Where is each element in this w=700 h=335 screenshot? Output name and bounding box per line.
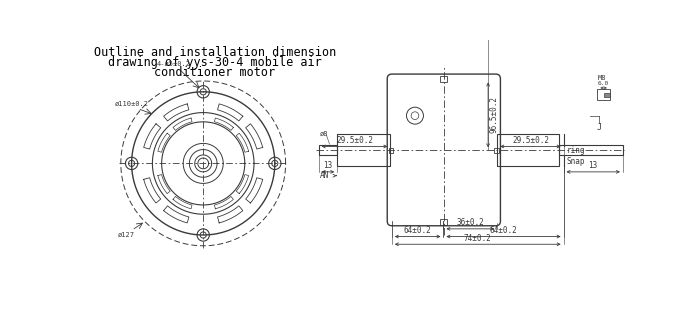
Text: 74±0.2: 74±0.2 bbox=[464, 234, 491, 243]
Bar bbox=[598, 89, 610, 100]
Bar bbox=[494, 148, 499, 153]
Text: 64±0.2: 64±0.2 bbox=[404, 226, 431, 235]
Text: J: J bbox=[596, 123, 601, 132]
Bar bbox=[318, 145, 337, 155]
Text: drawing of yys-30-4 mobile air: drawing of yys-30-4 mobile air bbox=[108, 56, 321, 69]
Text: ø127: ø127 bbox=[118, 232, 135, 238]
Text: conditioner motor: conditioner motor bbox=[154, 66, 275, 79]
Bar bbox=[559, 145, 623, 155]
Text: 13: 13 bbox=[589, 161, 598, 170]
Bar bbox=[440, 219, 447, 225]
Bar bbox=[389, 148, 393, 153]
Bar bbox=[440, 76, 447, 82]
Text: Snap: Snap bbox=[567, 156, 585, 165]
Text: AN: AN bbox=[321, 171, 330, 180]
Text: 96.5±0.2: 96.5±0.2 bbox=[490, 96, 498, 133]
Text: 4-ø5±0.2: 4-ø5±0.2 bbox=[157, 61, 191, 67]
Text: 29.5±0.2: 29.5±0.2 bbox=[336, 136, 373, 145]
Text: ø8: ø8 bbox=[321, 130, 329, 136]
Text: Outline and installation dimension: Outline and installation dimension bbox=[94, 46, 336, 59]
Text: 29.5±0.2: 29.5±0.2 bbox=[512, 136, 549, 145]
Text: M8: M8 bbox=[598, 75, 606, 81]
Text: 6.0: 6.0 bbox=[598, 81, 609, 86]
Text: ø110±0.2: ø110±0.2 bbox=[115, 101, 148, 107]
Bar bbox=[337, 134, 391, 166]
Text: 36±0.2: 36±0.2 bbox=[456, 218, 484, 227]
Bar bbox=[603, 92, 610, 97]
Text: 64±0.2: 64±0.2 bbox=[489, 226, 517, 235]
Bar bbox=[497, 134, 559, 166]
Text: ring: ring bbox=[567, 146, 585, 155]
Text: 13: 13 bbox=[323, 161, 332, 170]
